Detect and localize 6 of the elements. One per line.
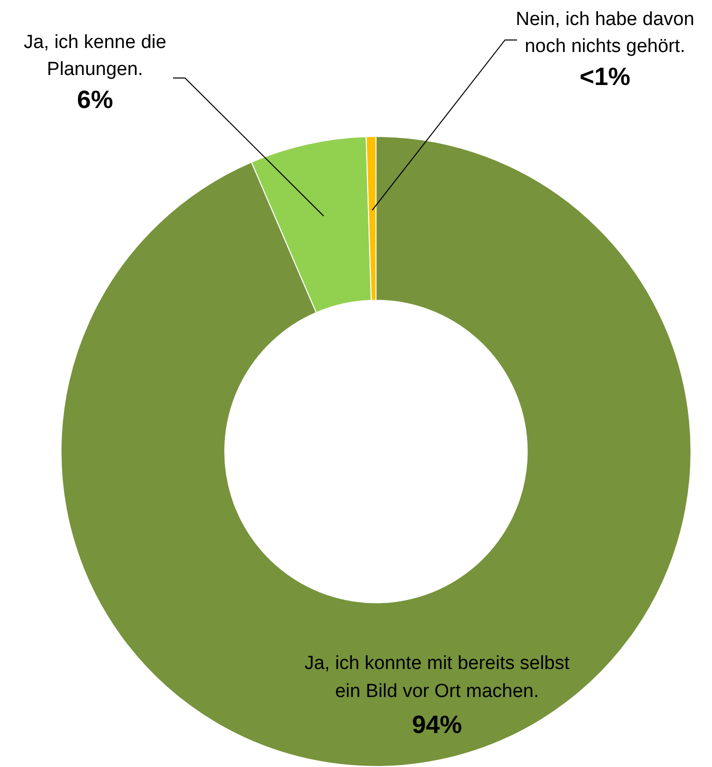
data-label: 6% — [76, 86, 114, 114]
data-label: 94% — [412, 711, 462, 740]
slice-label: Nein, ich habe davon noch nichts gehört. — [516, 9, 694, 57]
slice-label: Ja, ich konnte mit bereits selbst ein Bild vor Ort machen. — [304, 653, 570, 702]
data-label: <1% — [580, 63, 630, 91]
slice-label: Ja, ich kenne die Planungen. — [24, 32, 166, 80]
